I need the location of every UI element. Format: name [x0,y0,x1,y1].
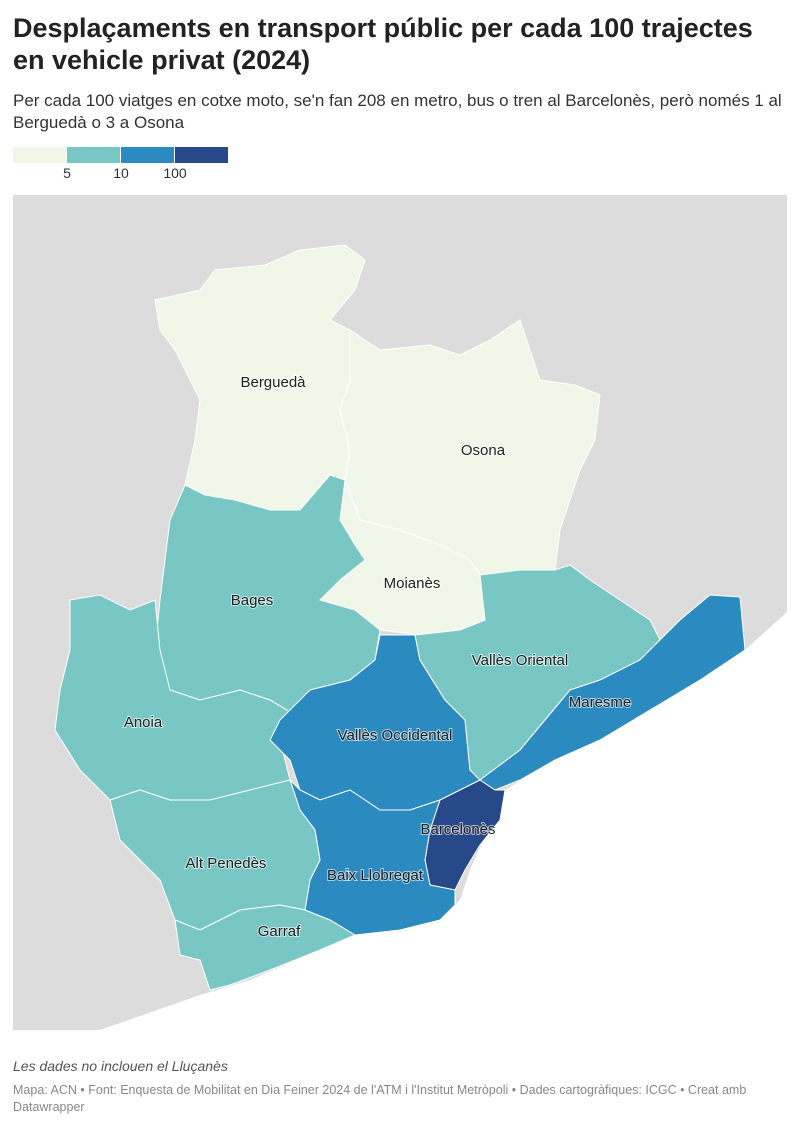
region [54,594,296,801]
legend-swatch [121,147,174,163]
legend-tick-label: 10 [113,165,129,181]
region-label: Maresme [569,694,632,711]
map: Berguedà Osona Moianès Bages Anoia Vallè… [13,147,787,1030]
region-label: Osona [461,442,506,459]
note: Les dades no inclouen el Lluçanès [13,1058,228,1074]
subtitle: Per cada 100 viatges en cotxe moto, se'n… [13,91,782,132]
sea [100,612,787,1030]
region-label: Vallès Oriental [472,652,568,669]
region-label: Alt Penedès [186,855,267,872]
legend-tick-label: 100 [163,165,187,181]
region-label: Vallès Occidental [338,727,453,744]
legend-swatch [67,147,120,163]
region-label: Berguedà [240,374,306,391]
region-label: Moianès [384,575,441,592]
region [174,904,357,991]
legend-swatch [175,147,228,163]
region-label: Garraf [258,923,301,940]
source: Mapa: ACN • Font: Enquesta de Mobilitat … [13,1083,747,1114]
region-label: Bages [231,592,274,609]
region-label: Anoia [124,714,163,731]
region [109,779,321,931]
legend: 5 10 100 [13,147,228,181]
region-label: Baix Llobregat [327,867,424,884]
legend-tick-label: 5 [63,165,71,181]
title: Desplaçaments en transport públic per ca… [13,13,753,75]
legend-swatch [13,147,66,163]
region [479,594,746,791]
region-label: Barcelonès [420,821,495,838]
